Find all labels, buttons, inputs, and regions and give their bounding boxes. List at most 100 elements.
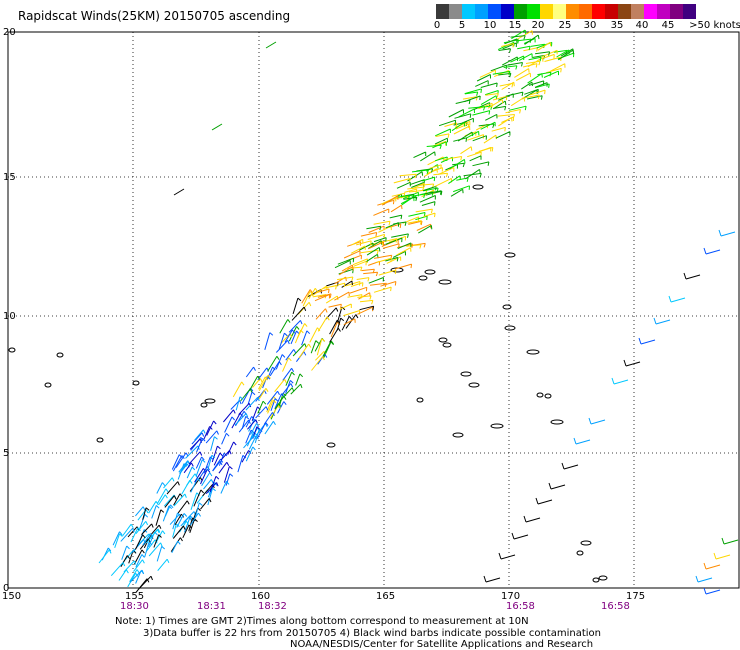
wind-barb bbox=[352, 258, 368, 266]
wind-barb bbox=[368, 225, 385, 233]
wind-barb bbox=[351, 238, 363, 246]
wind-barb bbox=[356, 277, 370, 280]
wind-barb-flag bbox=[265, 422, 269, 426]
wind-barb-flag bbox=[459, 175, 461, 180]
wind-barb-flag bbox=[272, 366, 276, 371]
island-outline bbox=[438, 337, 448, 343]
wind-barb bbox=[209, 476, 217, 493]
wind-barb-flag bbox=[336, 319, 341, 324]
wind-barb bbox=[156, 482, 163, 494]
wind-barb-flag bbox=[188, 524, 192, 529]
wind-barb-flag bbox=[133, 560, 137, 565]
wind-barb bbox=[166, 481, 179, 495]
wind-barb-flag bbox=[303, 351, 307, 356]
wind-barb bbox=[515, 72, 531, 81]
wind-barb bbox=[257, 401, 264, 414]
wind-barb-flag bbox=[239, 396, 244, 400]
wind-barb-flag bbox=[158, 534, 162, 538]
island-outline bbox=[490, 423, 504, 429]
wind-barb-flag bbox=[496, 93, 499, 98]
wind-barb-flag bbox=[360, 294, 363, 299]
colorbar-segment bbox=[592, 4, 605, 19]
wind-barb bbox=[670, 297, 686, 303]
wind-barb-flag bbox=[464, 159, 466, 164]
wind-barb-flag bbox=[611, 377, 615, 385]
wind-barb bbox=[315, 308, 326, 320]
wind-barb-flag bbox=[511, 83, 514, 88]
colorbar-segment bbox=[488, 4, 501, 19]
wind-barb-flag bbox=[314, 288, 318, 292]
wind-barb bbox=[350, 245, 366, 254]
wind-barb-flag bbox=[184, 493, 187, 498]
wind-barb-flag bbox=[209, 472, 213, 477]
wind-barb bbox=[292, 343, 306, 357]
wind-barb-flag bbox=[239, 412, 243, 417]
wind-barb bbox=[462, 96, 478, 100]
wind-barb-flag bbox=[308, 343, 312, 348]
wind-barb bbox=[312, 294, 327, 298]
wind-barb bbox=[522, 63, 538, 68]
wind-barb bbox=[317, 293, 332, 298]
wind-barb bbox=[220, 481, 227, 494]
wind-barb-flag bbox=[523, 515, 527, 523]
wind-barb-flag bbox=[283, 401, 287, 406]
wind-barb-flag bbox=[209, 426, 213, 430]
wind-barb-flag bbox=[309, 289, 313, 294]
wind-barb bbox=[223, 466, 230, 483]
wind-barb-flag bbox=[216, 482, 219, 487]
wind-barb-flag bbox=[170, 504, 174, 509]
wind-barb bbox=[243, 435, 255, 449]
wind-barb bbox=[156, 546, 163, 562]
wind-barb bbox=[422, 176, 435, 182]
wind-barb bbox=[613, 379, 629, 385]
wind-barb-flag bbox=[315, 340, 320, 344]
wind-barb bbox=[189, 438, 201, 450]
wind-barb bbox=[213, 452, 221, 466]
colorbar-segment bbox=[449, 4, 462, 19]
wind-barb bbox=[353, 260, 367, 267]
wind-barb bbox=[135, 570, 142, 584]
wind-barb-flag bbox=[183, 513, 188, 517]
island-outline bbox=[472, 184, 484, 190]
wind-barb bbox=[186, 473, 196, 486]
wind-barb bbox=[264, 421, 274, 435]
wind-barb bbox=[420, 151, 435, 162]
wind-barb-flag bbox=[208, 498, 212, 503]
colorbar-label: >50 knots bbox=[689, 20, 740, 31]
wind-barb-flag bbox=[241, 381, 245, 386]
wind-barb-flag bbox=[213, 420, 217, 425]
wind-barb bbox=[360, 249, 379, 254]
wind-barb bbox=[468, 106, 485, 109]
wind-barb-flag bbox=[284, 379, 287, 384]
wind-barb-flag bbox=[267, 374, 271, 379]
wind-barb-flag bbox=[256, 426, 261, 430]
island-outline bbox=[550, 419, 564, 425]
wind-barb bbox=[453, 125, 470, 135]
wind-barb-flag bbox=[321, 338, 326, 342]
wind-speed-colorbar bbox=[436, 4, 696, 19]
wind-barb bbox=[705, 249, 721, 255]
wind-barb bbox=[176, 513, 185, 528]
wind-barb-flag bbox=[291, 371, 295, 376]
wind-barb-flag bbox=[548, 482, 552, 490]
wind-barb bbox=[452, 162, 465, 166]
wind-barb bbox=[525, 60, 541, 64]
wind-barb-flag bbox=[415, 196, 418, 202]
wind-barb-flag bbox=[695, 575, 699, 583]
wind-barb-flag bbox=[199, 438, 203, 443]
wind-barb bbox=[373, 208, 389, 216]
wind-barb-flag bbox=[434, 213, 436, 218]
wind-barb bbox=[218, 462, 228, 474]
wind-barb-flag bbox=[132, 528, 135, 533]
wind-barb bbox=[450, 188, 463, 197]
wind-barb bbox=[248, 375, 259, 392]
wind-barb bbox=[182, 524, 190, 539]
wind-barb bbox=[411, 182, 425, 190]
wind-barb bbox=[426, 144, 442, 147]
wind-barb bbox=[376, 257, 392, 263]
wind-barb bbox=[685, 274, 701, 280]
wind-barb-flag bbox=[257, 397, 260, 402]
wind-barb bbox=[549, 63, 566, 72]
wind-barb-flag bbox=[351, 280, 353, 286]
wind-barb-flag bbox=[384, 283, 387, 288]
